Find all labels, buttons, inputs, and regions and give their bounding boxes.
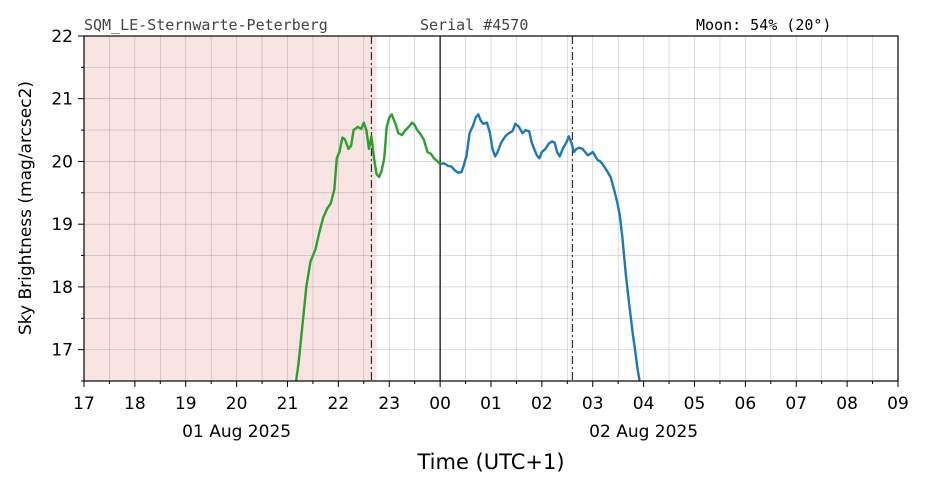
x-tick-label: 07 [785,394,807,414]
x-tick-label: 00 [429,394,451,414]
date-label: 01 Aug 2025 [182,422,291,442]
y-tick-label: 20 [51,152,73,172]
y-tick-label: 22 [51,27,73,47]
y-tick-label: 17 [51,341,73,361]
x-tick-label: 06 [735,394,757,414]
y-tick-label: 18 [51,278,73,298]
plot-background [84,36,377,381]
x-tick-label: 08 [836,394,858,414]
serial-number: Serial #4570 [420,16,528,34]
y-tick-label: 19 [51,215,73,235]
series-line-1 [294,113,441,382]
y-axis-label: Sky Brightness (mag/arcsec2) [16,81,36,335]
x-tick-label: 04 [633,394,655,414]
x-tick-label: 17 [73,394,95,414]
y-tick-label: 21 [51,90,73,110]
moon-info: Moon: 54% (20°) [696,16,831,34]
x-tick-label: 19 [175,394,197,414]
daylight-shaded-region [84,36,377,381]
x-tick-label: 20 [226,394,248,414]
data-series [294,113,641,382]
x-tick-label: 22 [328,394,350,414]
x-tick-label: 02 [531,394,553,414]
x-tick-label: 23 [378,394,400,414]
x-tick-label: 18 [124,394,146,414]
date-label: 02 Aug 2025 [589,422,698,442]
x-tick-label: 09 [887,394,909,414]
x-tick-label: 03 [582,394,604,414]
x-tick-label: 05 [684,394,706,414]
station-name: SQM_LE-Sternwarte-Peterberg [84,16,328,34]
x-axis-label: Time (UTC+1) [416,450,564,474]
vertical-marker-lines [370,36,574,381]
x-tick-label: 21 [277,394,299,414]
series-line-2 [439,113,641,382]
axis-ticks: 17 18 19 20 21 22 23 00 01 02 03 04 05 06 07 08 09 17 18 19… [51,27,908,442]
x-tick-label: 01 [480,394,502,414]
